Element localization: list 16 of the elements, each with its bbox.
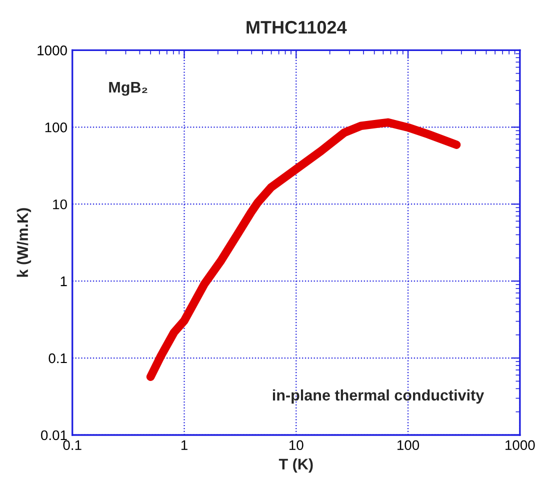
x-axis-title: T (K): [278, 458, 313, 473]
y-tick-label: 0.1: [48, 353, 67, 364]
y-tick-label: 0.01: [41, 430, 67, 440]
x-tick-label: 1000: [506, 440, 535, 450]
x-tick-label: 0.1: [63, 440, 82, 450]
annotation: MgB₂: [109, 82, 148, 96]
y-tick-label: 1000: [38, 46, 67, 56]
y-tick-label: 100: [45, 122, 67, 132]
x-tick-label: 10: [289, 440, 304, 450]
x-tick-label: 100: [398, 440, 420, 450]
y-axis-title: k (W/m.K): [16, 208, 32, 277]
annotation: in-plane thermal conductivity: [272, 389, 484, 404]
chart-title: MTHC11024: [246, 20, 347, 34]
x-tick-label: 1: [181, 440, 188, 450]
y-tick-label: 10: [53, 199, 67, 210]
y-tick-label: 1: [60, 276, 67, 286]
